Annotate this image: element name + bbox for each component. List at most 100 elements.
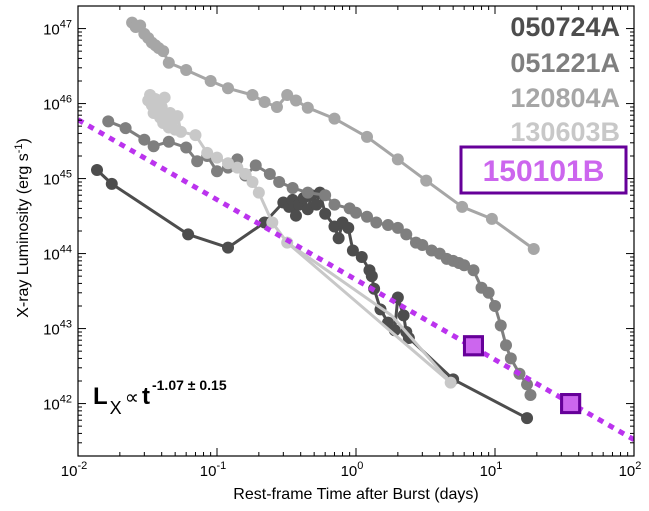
plot-background: [78, 6, 634, 456]
data-point-051221A: [489, 300, 501, 312]
data-point-130603B: [171, 110, 184, 123]
y-tick-exp: 47: [60, 19, 72, 31]
data-point-051221A: [191, 155, 204, 168]
data-point-050724A: [342, 221, 355, 234]
data-point-050724A: [182, 228, 195, 241]
series-120804A: [126, 16, 540, 256]
x-tick-label: 10-2: [61, 460, 87, 480]
data-point-130603B: [231, 161, 244, 174]
data-point-051221A: [211, 165, 223, 178]
data-point-130603B: [201, 146, 214, 159]
data-point-130603B: [266, 216, 279, 229]
data-point-120804A: [270, 101, 283, 114]
data-point-050724A: [222, 241, 235, 254]
data-point-051221A: [370, 216, 383, 229]
series-051221A: [102, 115, 537, 402]
data-point-120804A: [328, 112, 341, 125]
fit-annotation-prop: ∝: [125, 387, 139, 409]
x-tick-exp: 1: [496, 460, 502, 472]
y-tick-label: 1043: [43, 319, 72, 339]
y-tick-exp: 44: [60, 244, 72, 256]
y-tick-label: 1046: [43, 94, 72, 114]
data-point-050724A: [319, 207, 332, 220]
legend-entry-150101B: 150101B: [483, 155, 605, 188]
y-tick-label: 1047: [43, 19, 72, 39]
data-point-120804A: [301, 101, 314, 114]
data-point-051221A: [458, 259, 471, 272]
x-tick-exp: -2: [77, 460, 87, 472]
series-segment: [286, 241, 393, 317]
data-point-130603B: [158, 91, 171, 104]
data-point-130603B: [222, 157, 235, 170]
data-point-050724A: [521, 412, 534, 425]
data-point-051221A: [328, 198, 341, 211]
x-tick-label: 101: [480, 460, 503, 480]
data-point-051221A: [361, 210, 374, 223]
data-point-130603B: [211, 151, 223, 164]
data-point-051221A: [467, 264, 480, 277]
legend-box-150101B: [459, 145, 628, 195]
y-tick-label: 1042: [43, 394, 72, 414]
data-point-120804A: [456, 200, 469, 213]
data-point-051221A: [301, 186, 314, 199]
legend-entry-050724A: 050724A: [510, 12, 620, 42]
data-point-051221A: [391, 221, 404, 234]
x-tick-base: 10: [341, 463, 358, 480]
data-point-050724A: [365, 270, 378, 283]
data-point-130603B: [246, 176, 259, 189]
data-point-051221A: [500, 339, 513, 352]
data-point-120804A: [246, 89, 259, 102]
tick-layer: 10-2 10-1 100 101 10210421043104410451046104…: [43, 5, 642, 480]
data-point-120804A: [361, 130, 374, 143]
data-point-051221A: [180, 141, 193, 154]
clipped-data: [78, 16, 634, 442]
data-point-120804A: [258, 95, 271, 108]
data-point-051221A: [350, 206, 362, 219]
data-point-051221A: [162, 135, 175, 148]
y-axis-label-main: X-ray Luminosity (erg s: [15, 153, 32, 318]
data-layer: [78, 16, 634, 442]
fit-annotation-sub: X: [110, 398, 122, 418]
x-tick-label: 102: [619, 460, 642, 480]
data-point-051221A: [286, 181, 299, 194]
data-point-120804A: [157, 45, 170, 58]
x-axis-label: Rest-frame Time after Burst (days): [233, 486, 478, 503]
data-point-120804A: [420, 174, 433, 187]
data-point-051221A: [319, 189, 332, 202]
data-point-130603B: [174, 125, 187, 138]
data-point-120804A: [281, 89, 294, 102]
y-tick-exp: 45: [60, 169, 72, 181]
data-point-120804A: [391, 153, 404, 166]
y-axis-label: X-ray Luminosity (erg s-1): [13, 138, 32, 318]
data-point-120804A: [204, 75, 217, 87]
data-point-120804A: [289, 94, 302, 107]
x-tick-exp: 0: [357, 460, 363, 472]
y-axis-label-sup: -1: [13, 144, 25, 154]
data-point-051221A: [147, 140, 160, 153]
y-tick-base: 10: [43, 322, 60, 339]
x-tick-label: 100: [341, 460, 364, 480]
data-point-120804A: [162, 56, 175, 69]
data-point-050724A: [402, 331, 415, 344]
legend-entry-051221A: 051221A: [510, 48, 620, 78]
legend-entry-120804A: 120804A: [510, 83, 620, 113]
x-tick-base: 10: [200, 463, 217, 480]
data-point-050724A: [105, 177, 118, 190]
y-tick-exp: 46: [60, 94, 72, 106]
data-point-120804A: [222, 82, 235, 95]
fit-annotation-t: t: [142, 383, 150, 410]
fit-annotation: L X ∝ t -1.07 ± 0.15: [93, 377, 227, 418]
data-point-150101B: [462, 335, 484, 357]
x-tick-label: 10-1: [200, 460, 226, 480]
x-tick-base: 10: [480, 463, 497, 480]
y-tick-base: 10: [43, 97, 60, 114]
data-point-051221A: [138, 133, 151, 146]
data-point-051221A: [119, 122, 132, 135]
y-axis-label-close: ): [15, 138, 32, 143]
data-point-050724A: [91, 164, 104, 177]
data-point-050724A: [346, 244, 359, 257]
data-point-050724A: [289, 209, 302, 222]
data-point-120804A: [485, 212, 498, 225]
